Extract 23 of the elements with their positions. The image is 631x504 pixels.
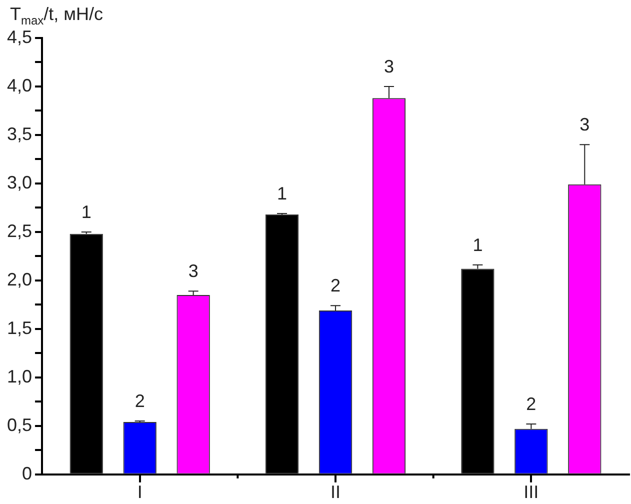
y-tick-label: 2,5 (6, 220, 32, 241)
text: 2 (330, 276, 341, 296)
text: 1 (472, 234, 483, 255)
y-axis-title: T$_{max}$/t, мН/с (10, 4, 104, 28)
y-tick-label: 3,0 (6, 172, 32, 192)
y-tick-label: 4,0 (6, 75, 32, 96)
y-tick-label: 0 (22, 463, 32, 484)
text: 2 (526, 394, 536, 414)
y-tick-label: 1,5 (6, 318, 32, 338)
x-tick-label: II (330, 482, 341, 502)
series-label: 3 (188, 261, 198, 282)
text: 3 (580, 114, 590, 135)
y-tick-label: 4,5 (6, 26, 32, 47)
x-tick-label: I (137, 482, 142, 502)
series-label: 1 (277, 184, 288, 204)
y-tick-label: 2,0 (6, 269, 32, 290)
text: 1 (81, 202, 92, 222)
y-tick-label: 1,0 (6, 366, 32, 386)
y-tick-label: 0,5 (6, 414, 32, 435)
y-tick-label: 3,5 (6, 124, 32, 144)
series-label: 2 (134, 391, 145, 412)
x-tick-label: III (524, 482, 539, 502)
text: 3 (384, 56, 394, 76)
